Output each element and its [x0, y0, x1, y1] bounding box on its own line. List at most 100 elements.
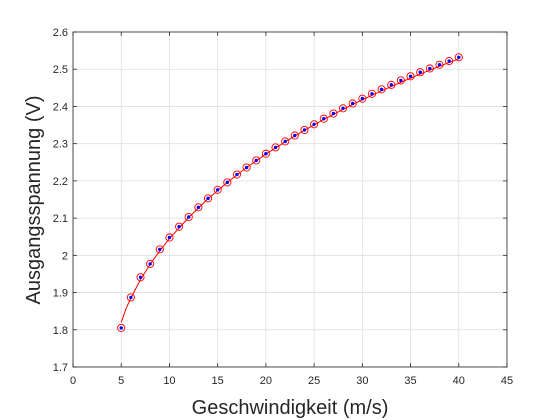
- data-point-dot: [283, 139, 287, 144]
- x-axis-ticks: 0 5 10 15 20 25 30 35 40 45: [70, 32, 513, 387]
- data-point: [300, 125, 309, 134]
- y-tick-label: 1.7: [53, 362, 68, 374]
- data-point: [425, 64, 434, 73]
- data-point-ring: [155, 245, 164, 254]
- data-point-dot: [437, 63, 442, 67]
- data-point-dot: [322, 117, 326, 121]
- data-point-ring: [310, 120, 319, 129]
- data-point-dot: [350, 101, 355, 106]
- y-axis-ticks: 1.7 1.8 1.9 2 2.1 2.2 2.3 2.4 2.5 2.6: [53, 27, 507, 374]
- data-point-dot: [215, 188, 220, 192]
- data-point: [271, 143, 280, 152]
- data-point: [435, 60, 444, 69]
- data-point: [146, 259, 155, 268]
- data-point-ring: [184, 212, 193, 222]
- data-point: [319, 114, 328, 123]
- data-point-dot: [331, 111, 336, 116]
- data-point-ring: [271, 143, 280, 152]
- data-point-dot: [235, 172, 239, 177]
- data-point-dot: [177, 224, 181, 229]
- data-point: [406, 72, 415, 81]
- x-tick-label: 15: [212, 375, 224, 387]
- data-point-ring: [454, 53, 463, 62]
- data-point-ring: [396, 76, 405, 85]
- data-point-dot: [428, 66, 432, 71]
- data-point-dot: [225, 180, 230, 185]
- data-point-dot: [206, 196, 210, 201]
- data-point: [387, 80, 396, 89]
- plot-area: [73, 32, 507, 367]
- data-point: [184, 212, 193, 222]
- y-axis-label: Ausgangsspannung (V): [23, 95, 45, 304]
- data-point-dot: [457, 55, 461, 60]
- data-point-dot: [167, 235, 172, 240]
- y-tick-label: 2.6: [53, 27, 68, 39]
- x-axis-label: Geschwindigkeit (m/s): [192, 397, 389, 419]
- data-point: [126, 293, 135, 302]
- data-point: [213, 185, 222, 194]
- data-point: [155, 245, 164, 254]
- data-point-dot: [312, 122, 316, 127]
- x-tick-label: 20: [260, 375, 272, 387]
- data-point: [290, 131, 299, 140]
- data-point-ring: [175, 222, 184, 231]
- data-point-dot: [399, 78, 403, 83]
- x-tick-label: 10: [163, 375, 175, 387]
- data-point-ring: [126, 293, 135, 302]
- data-point: [310, 120, 319, 129]
- data-point: [416, 68, 425, 77]
- data-point-ring: [319, 114, 328, 123]
- plot-frame: [72, 31, 508, 368]
- data-point: [261, 149, 270, 158]
- data-point: [175, 222, 184, 231]
- data-point-dot: [129, 295, 133, 300]
- data-point-dot: [138, 275, 143, 279]
- data-point-ring: [252, 156, 261, 165]
- data-point: [203, 194, 213, 203]
- y-tick-label: 2.4: [53, 101, 68, 113]
- data-point-dot: [447, 59, 451, 63]
- data-point-ring: [261, 149, 270, 158]
- data-point-ring: [117, 323, 126, 332]
- data-point: [377, 85, 386, 94]
- y-tick-label: 2.2: [53, 176, 68, 188]
- y-tick-label: 2.1: [53, 213, 68, 225]
- data-point-dot: [389, 83, 393, 87]
- data-point: [329, 109, 338, 118]
- data-point-ring: [146, 259, 155, 268]
- data-point-ring: [242, 163, 251, 172]
- data-point: [194, 203, 203, 212]
- data-point-dot: [158, 247, 162, 252]
- data-point: [348, 99, 357, 108]
- x-tick-label: 0: [70, 375, 76, 387]
- data-point: [338, 104, 348, 113]
- data-point-dot: [254, 158, 258, 163]
- y-tick-label: 2.5: [53, 64, 68, 76]
- data-point-ring: [358, 94, 367, 103]
- data-point-dot: [379, 87, 384, 92]
- data-point: [367, 89, 377, 98]
- data-point: [242, 163, 251, 172]
- data-point: [117, 323, 126, 332]
- data-point-dot: [196, 205, 201, 210]
- data-point-ring: [338, 104, 348, 113]
- data-point-dot: [244, 165, 249, 170]
- y-tick-label: 2.3: [53, 139, 68, 151]
- y-tick-label: 2: [62, 250, 68, 262]
- data-point: [281, 137, 290, 146]
- y-tick-label: 1.9: [53, 288, 68, 300]
- data-point: [358, 94, 367, 103]
- data-point-ring: [425, 64, 434, 73]
- data-point-ring: [406, 72, 415, 81]
- data-point-ring: [367, 89, 377, 98]
- data-point-ring: [387, 80, 396, 89]
- data-markers: [117, 53, 463, 332]
- data-point-ring: [136, 273, 145, 282]
- data-point-ring: [348, 99, 357, 108]
- data-point-dot: [187, 215, 191, 219]
- data-point-ring: [445, 56, 454, 66]
- data-point-ring: [416, 68, 425, 77]
- data-point-dot: [273, 145, 278, 150]
- data-point-dot: [302, 128, 307, 132]
